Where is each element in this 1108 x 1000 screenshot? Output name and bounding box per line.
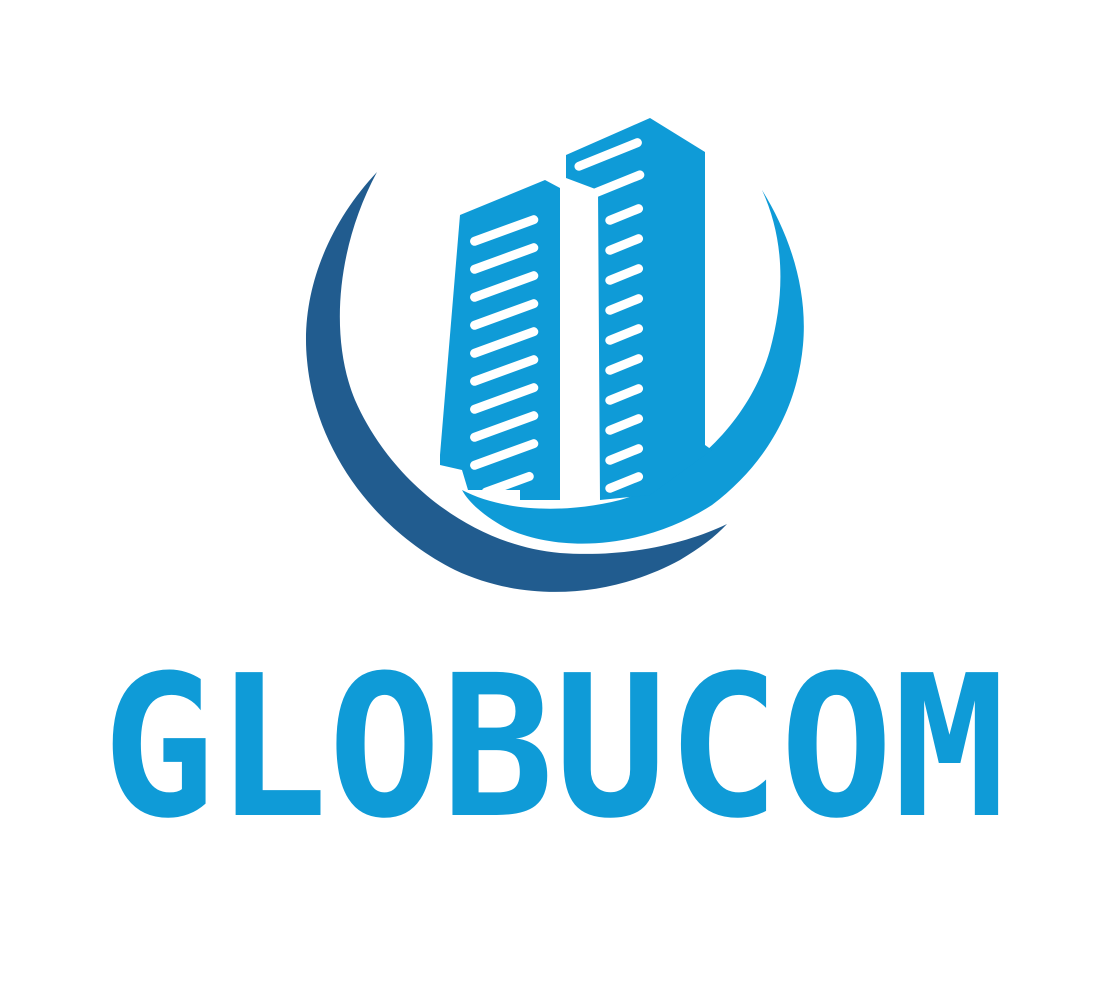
- right-tower: [566, 118, 712, 500]
- globe-right-arc: [462, 190, 804, 544]
- right-tower-windows: [574, 138, 645, 493]
- brand-name: GLOBUCOM: [102, 634, 1006, 862]
- left-tower-windows: [470, 215, 539, 497]
- globe-crescent: [305, 172, 727, 592]
